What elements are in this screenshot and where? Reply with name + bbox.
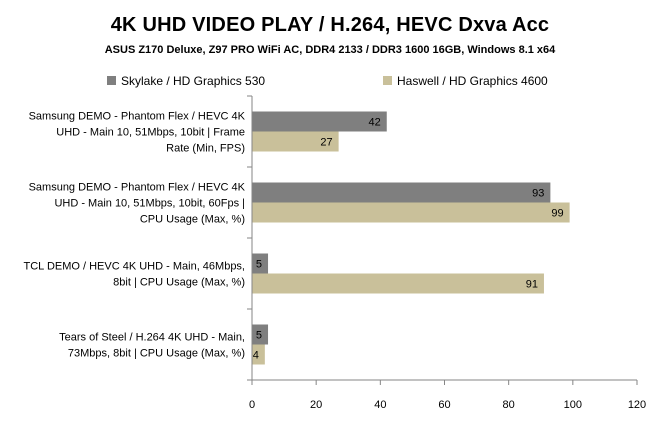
x-tick-label: 40 bbox=[374, 399, 386, 411]
legend-swatch-haswell bbox=[383, 76, 392, 85]
legend-label-haswell: Haswell / HD Graphics 4600 bbox=[397, 74, 548, 88]
legend-swatch-skylake bbox=[107, 76, 116, 85]
data-label-skylake-1: 93 bbox=[532, 188, 544, 200]
bar-haswell-3 bbox=[252, 344, 265, 365]
bar-haswell-2 bbox=[252, 273, 544, 294]
category-label-line: CPU Usage (Max, %) bbox=[140, 214, 245, 226]
bar-skylake-1 bbox=[252, 182, 551, 203]
bar-skylake-0 bbox=[252, 111, 387, 132]
category-label-1: Samsung DEMO - Phantom Flex / HEVC 4K UHD… bbox=[29, 182, 246, 226]
bar-haswell-1 bbox=[252, 202, 570, 223]
data-label-skylake-0: 42 bbox=[369, 117, 381, 129]
data-label-skylake-2: 5 bbox=[256, 259, 262, 271]
x-tick-label: 80 bbox=[503, 399, 515, 411]
category-label-2: TCL DEMO / HEVC 4K UHD - Main, 46Mbps, 8b… bbox=[24, 261, 245, 289]
x-tick-label: 100 bbox=[564, 399, 582, 411]
chart-subtitle: ASUS Z170 Deluxe, Z97 PRO WiFi AC, DDR4 … bbox=[104, 44, 556, 56]
category-label-line: 73Mbps, 8bit | CPU Usage (Max, %) bbox=[68, 348, 245, 360]
bar-skylake-2 bbox=[252, 253, 269, 274]
x-tick-label: 20 bbox=[310, 399, 322, 411]
x-tick-label: 60 bbox=[438, 399, 450, 411]
data-label-skylake-3: 5 bbox=[256, 330, 262, 342]
legend-label-skylake: Skylake / HD Graphics 530 bbox=[121, 74, 265, 88]
category-label-line: UHD - Main 10, 51Mbps, 10bit, 60Fps | bbox=[54, 198, 245, 210]
bar-skylake-3 bbox=[252, 324, 269, 345]
category-label-line: Samsung DEMO - Phantom Flex / HEVC 4K bbox=[29, 182, 246, 194]
data-label-haswell-3: 4 bbox=[253, 350, 259, 362]
plot-area: 42 27 Samsung DEMO - Phantom Flex / HEVC 4… bbox=[24, 95, 646, 411]
data-label-haswell-2: 91 bbox=[526, 279, 538, 291]
category-label-line: Samsung DEMO - Phantom Flex / HEVC 4K bbox=[29, 111, 246, 123]
x-tick-label: 120 bbox=[628, 399, 646, 411]
category-label-line: 8bit | CPU Usage (Max, %) bbox=[113, 277, 245, 289]
category-label-line: TCL DEMO / HEVC 4K UHD - Main, 46Mbps, bbox=[24, 261, 245, 273]
data-label-haswell-1: 99 bbox=[551, 208, 563, 220]
x-tick-label: 0 bbox=[249, 399, 255, 411]
data-label-haswell-0: 27 bbox=[320, 137, 332, 149]
legend: Skylake / HD Graphics 530 Haswell / HD G… bbox=[107, 74, 548, 88]
category-label-3: Tears of Steel / H.264 4K UHD - Main, 73M… bbox=[59, 332, 245, 360]
category-label-line: UHD - Main 10, 51Mbps, 10bit | Frame bbox=[56, 127, 245, 139]
bar-haswell-0 bbox=[252, 131, 339, 152]
chart-title: 4K UHD VIDEO PLAY / H.264, HEVC Dxva Acc bbox=[110, 14, 550, 36]
category-label-line: Tears of Steel / H.264 4K UHD - Main, bbox=[59, 332, 245, 344]
category-label-line: Rate (Min, FPS) bbox=[166, 143, 245, 155]
category-label-0: Samsung DEMO - Phantom Flex / HEVC 4K UHD… bbox=[29, 111, 246, 155]
